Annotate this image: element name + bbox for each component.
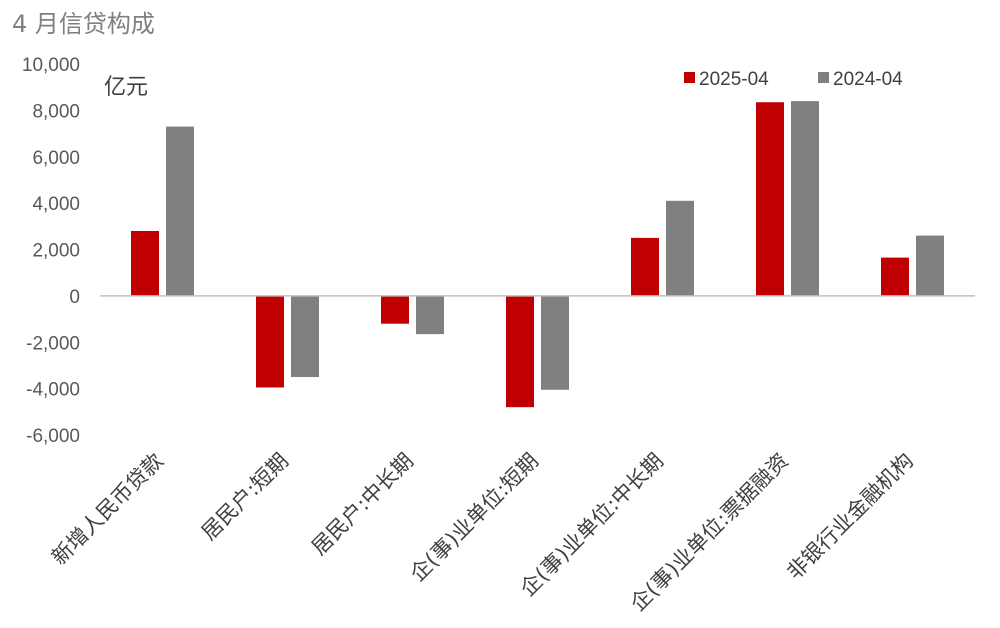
bar-2025-04-1	[131, 230, 159, 296]
bar-2024-04-4	[541, 295, 569, 390]
bar-group	[131, 101, 944, 408]
unit-label: 亿元	[104, 75, 148, 100]
y-tick-label: 10,000	[22, 55, 80, 76]
bar-2024-04-2	[291, 295, 319, 378]
bar-2025-04-5	[631, 237, 659, 296]
bar-2025-04-2	[256, 295, 284, 388]
bar-2025-04-4	[506, 295, 534, 408]
y-tick-label: 4,000	[32, 194, 80, 215]
chart-title: 4 月信贷构成	[12, 10, 155, 38]
legend: 2025-04 2024-04	[684, 69, 903, 90]
x-category-label: 新增人民币贷款	[47, 449, 168, 570]
y-tick-label: 6,000	[32, 148, 80, 169]
x-category-label: 居民户:短期	[197, 449, 293, 545]
y-tick-label: -6,000	[26, 426, 80, 447]
y-tick-label: -4,000	[26, 380, 80, 401]
y-tick-label: 2,000	[32, 241, 80, 262]
y-tick-label: 0	[69, 287, 80, 308]
legend-swatch	[684, 72, 695, 83]
bar-2025-04-6	[756, 102, 784, 296]
x-axis-category-labels: 新增人民币贷款 居民户:短期 居民户:中长期企(事)业单位:短期企(事)业单位:中长…	[47, 449, 918, 616]
bar-2024-04-5	[666, 200, 694, 296]
legend-label: 2025-04	[699, 69, 769, 90]
x-category-label: 非银行业金融机构	[782, 449, 918, 585]
bar-2024-04-7	[916, 235, 944, 296]
x-category-label: 企(事)业单位:短期	[406, 449, 544, 587]
y-tick-label: -2,000	[26, 333, 80, 354]
bar-2025-04-3	[381, 295, 409, 324]
bar-2024-04-1	[166, 126, 194, 296]
y-tick-label: 8,000	[32, 101, 80, 122]
legend-swatch	[818, 72, 829, 83]
bar-2024-04-3	[416, 295, 444, 335]
legend-label: 2024-04	[833, 69, 903, 90]
bar-2025-04-7	[881, 257, 909, 296]
y-axis-tick-labels: 10,000 8,000 6,000 4,000 2,000 0 -2,000 -4,000 -…	[22, 55, 80, 447]
bar-2024-04-6	[791, 101, 819, 296]
x-category-label: 居民户:中长期	[307, 449, 418, 560]
